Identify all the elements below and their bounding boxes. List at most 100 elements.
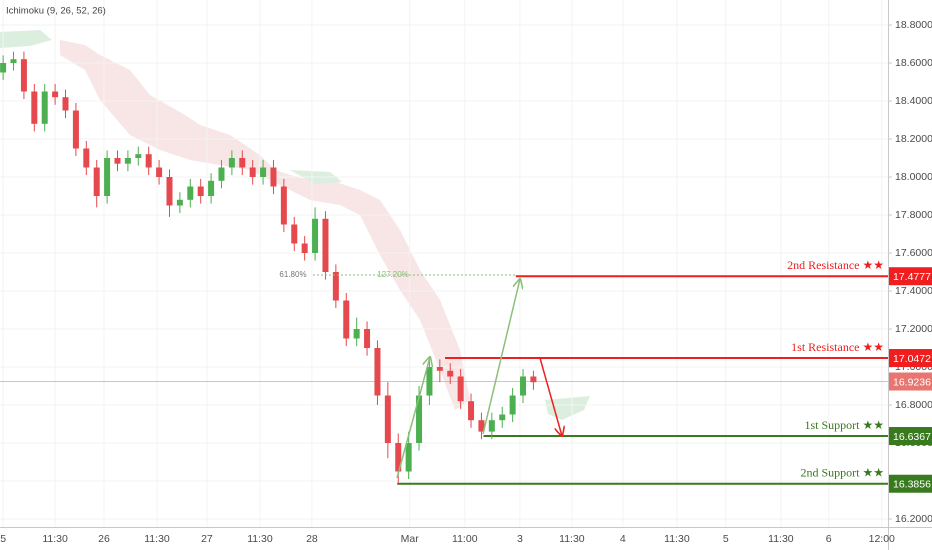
- candle-body: [343, 300, 350, 339]
- arrow: [539, 357, 562, 436]
- arrows: [313, 274, 562, 479]
- candle-body: [228, 158, 235, 168]
- x-tick-label: 11:30: [247, 533, 273, 545]
- x-tick-label: 3: [517, 533, 523, 545]
- candle-body: [197, 186, 204, 196]
- y-tick-label: 17.6000: [895, 247, 932, 259]
- candle-body: [468, 401, 475, 421]
- price-label: 17.4777: [893, 271, 931, 283]
- candle-body: [83, 148, 90, 168]
- x-tick-label: 11:30: [768, 533, 794, 545]
- x-tick-label: 26: [98, 533, 110, 545]
- price-label: 16.6367: [893, 431, 931, 443]
- price-label: 16.9236: [893, 376, 931, 388]
- price-label-box: [889, 372, 932, 391]
- y-tick-label: 17.8000: [895, 209, 932, 221]
- y-tick-label: 17.4000: [895, 285, 932, 297]
- fib-label: 61.80%: [279, 270, 306, 279]
- candle-body: [166, 177, 173, 206]
- price-label-box: [889, 474, 932, 493]
- candle-body: [447, 370, 454, 377]
- level-name: 2nd Support ★★: [800, 465, 884, 479]
- candle-body: [520, 376, 527, 396]
- candle-body: [488, 420, 495, 432]
- candle-body: [124, 158, 131, 164]
- arrow: [482, 279, 520, 435]
- candle-body: [239, 158, 246, 168]
- x-tick-label: 28: [306, 533, 318, 545]
- candle-body: [135, 154, 142, 158]
- x-tick-label: 27: [201, 533, 213, 545]
- price-label-box: [889, 349, 932, 368]
- candle-body: [31, 91, 38, 124]
- level-name: 1st Support ★★: [804, 418, 884, 432]
- candle-body: [93, 167, 100, 196]
- candle-body: [114, 158, 121, 164]
- candle-body: [301, 243, 308, 253]
- axes: 16.200016.400016.600016.800017.000017.20…: [0, 19, 932, 545]
- candle-body: [249, 167, 256, 177]
- price-label: 16.3856: [893, 479, 931, 491]
- cloud-bearish: [60, 40, 470, 410]
- x-tick-label: 6: [826, 533, 832, 545]
- candle-body: [72, 110, 79, 149]
- y-tick-label: 18.0000: [895, 171, 932, 183]
- candle-body: [426, 367, 433, 396]
- candle-body: [280, 186, 287, 225]
- x-tick-label: 11:30: [144, 533, 170, 545]
- x-tick-label: 11:30: [664, 533, 690, 545]
- candle-body: [104, 158, 111, 196]
- candle-body: [499, 414, 506, 421]
- candle-body: [20, 59, 27, 92]
- x-tick-label: Mar: [401, 533, 420, 545]
- candle-body: [436, 367, 443, 371]
- candle-body: [218, 167, 225, 181]
- y-tick-label: 18.4000: [895, 95, 932, 107]
- candle-body: [353, 329, 360, 339]
- x-tick-label: 4: [620, 533, 626, 545]
- level-name: 2nd Resistance ★★: [787, 258, 884, 272]
- candle-body: [156, 167, 163, 177]
- candle-body: [478, 420, 485, 432]
- y-tick-label: 18.2000: [895, 133, 932, 145]
- candle-body: [176, 199, 183, 206]
- candle-body: [405, 443, 412, 472]
- y-tick-label: 16.8000: [895, 399, 932, 411]
- x-tick-label: 11:30: [559, 533, 585, 545]
- candle-body: [509, 395, 516, 415]
- candle-body: [62, 97, 69, 111]
- candle-body: [52, 91, 59, 98]
- y-tick-label: 16.2000: [895, 513, 932, 525]
- candle-body: [395, 443, 402, 472]
- y-tick-label: 18.8000: [895, 19, 932, 31]
- candle-body: [291, 224, 298, 244]
- candle-body: [374, 348, 381, 396]
- price-label: 17.0472: [893, 353, 931, 365]
- cloud-bullish: [0, 30, 52, 48]
- x-tick-label: 5: [0, 533, 6, 545]
- candle-body: [322, 218, 329, 272]
- x-tick-label: 11:30: [42, 533, 68, 545]
- x-tick-label: 11:00: [452, 533, 478, 545]
- level-name: 1st Resistance ★★: [791, 340, 884, 354]
- candle-body: [312, 218, 319, 253]
- candle-body: [416, 395, 423, 443]
- candle-body: [41, 91, 48, 124]
- y-tick-label: 18.6000: [895, 57, 932, 69]
- arrow: [396, 357, 430, 479]
- candle-body: [0, 63, 7, 73]
- candles: [0, 51, 537, 483]
- candle-body: [145, 154, 152, 168]
- candle-body: [530, 376, 537, 383]
- levels: 2nd Resistance ★★ 1st Resistance ★★ 1st Su…: [0, 258, 888, 485]
- candle-body: [270, 167, 277, 187]
- x-tick-label: 12:00: [869, 533, 895, 545]
- candle-body: [10, 59, 17, 63]
- candle-body: [260, 167, 267, 177]
- candle-body: [457, 376, 464, 402]
- candle-body: [364, 329, 371, 348]
- y-tick-label: 17.2000: [895, 323, 932, 335]
- price-label-box: [889, 267, 932, 286]
